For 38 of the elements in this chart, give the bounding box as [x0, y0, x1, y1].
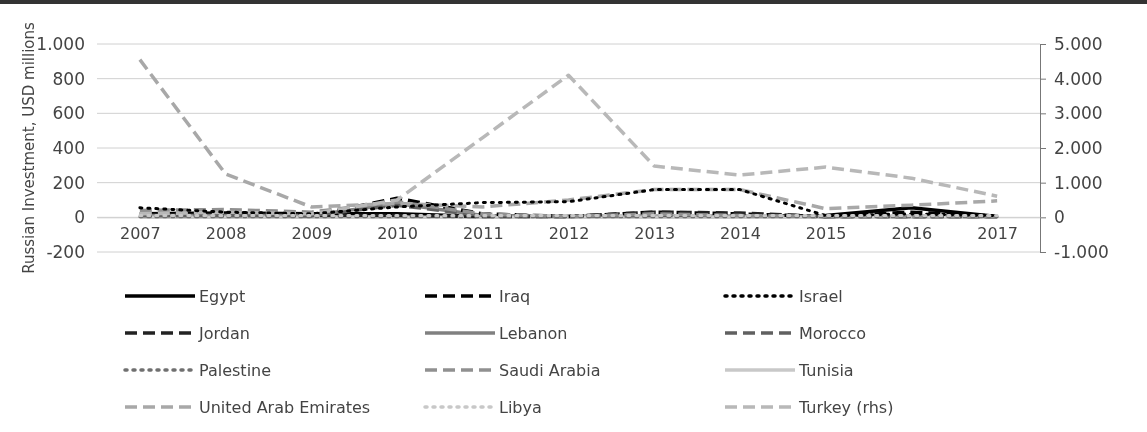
x-tick-label: 2016 — [891, 223, 933, 243]
legend-label: Lebanon — [499, 324, 568, 343]
x-tick-label: 2017 — [977, 223, 1018, 243]
y-tick-label: -200 — [46, 241, 85, 262]
y-tick-label: 0 — [74, 207, 85, 228]
x-tick-label: 2010 — [377, 223, 418, 243]
legend-label: Saudi Arabia — [499, 361, 601, 380]
y2-tick-label: -1.000 — [1054, 241, 1109, 262]
y-tick-label: 1.000 — [36, 33, 85, 54]
legend-label: Tunisia — [798, 361, 854, 380]
legend-label: Turkey (rhs) — [798, 398, 894, 417]
legend-label: Libya — [499, 398, 542, 417]
y2-tick-label: 0 — [1054, 207, 1065, 228]
x-tick-label: 2012 — [548, 223, 590, 243]
y-tick-label: 800 — [52, 68, 85, 89]
legend-label: Israel — [799, 287, 843, 306]
y2-tick-label: 1.000 — [1054, 172, 1103, 193]
x-tick-label: 2007 — [120, 223, 161, 243]
y-tick-label: 600 — [52, 103, 85, 124]
legend-label: Palestine — [199, 361, 272, 380]
y2-tick-label: 2.000 — [1054, 137, 1103, 158]
legend-label: Jordan — [198, 324, 250, 343]
x-tick-label: 2014 — [720, 223, 761, 243]
y-axis-title: Russian Investment, USD millions — [20, 22, 38, 274]
x-tick-label: 2011 — [462, 223, 504, 243]
y2-tick-label: 3.000 — [1054, 103, 1103, 124]
legend-label: United Arab Emirates — [199, 398, 371, 417]
x-tick-label: 2009 — [291, 223, 333, 243]
y2-tick-label: 4.000 — [1054, 68, 1103, 89]
y-tick-label: 400 — [52, 137, 85, 158]
y2-tick-label: 5.000 — [1054, 33, 1103, 54]
legend-label: Egypt — [199, 287, 246, 306]
x-tick-label: 2013 — [634, 223, 676, 243]
y-tick-label: 200 — [52, 172, 85, 193]
x-tick-label: 2015 — [805, 223, 847, 243]
legend-label: Iraq — [499, 287, 531, 306]
x-tick-label: 2008 — [205, 223, 247, 243]
legend-label: Morocco — [799, 324, 866, 343]
